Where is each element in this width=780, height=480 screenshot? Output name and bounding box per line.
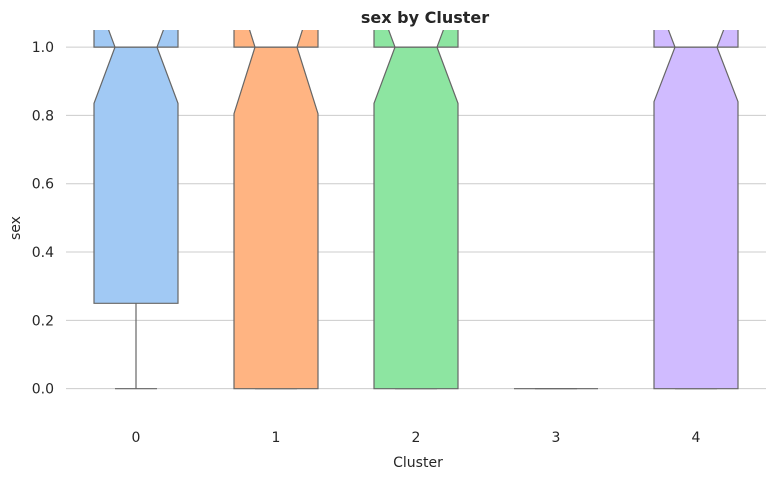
x-axis-ticks: 0 1 2 3 4 bbox=[132, 430, 701, 446]
y-tick-label: 1.0 bbox=[32, 40, 54, 56]
chart-title: sex by Cluster bbox=[361, 8, 489, 27]
box-cluster-2 bbox=[373, 30, 459, 390]
box-body bbox=[653, 30, 739, 390]
y-tick-label: 0.6 bbox=[32, 177, 54, 193]
box-cluster-4 bbox=[653, 30, 739, 390]
y-axis-label: sex bbox=[8, 216, 24, 240]
box-body bbox=[373, 30, 459, 390]
x-tick-label: 1 bbox=[272, 430, 281, 446]
x-axis-label: Cluster bbox=[393, 455, 443, 471]
box-cluster-1 bbox=[233, 30, 319, 390]
x-tick-label: 0 bbox=[132, 430, 141, 446]
y-axis-ticks: 0.0 0.2 0.4 0.6 0.8 1.0 bbox=[32, 40, 54, 398]
y-tick-label: 0.8 bbox=[32, 108, 54, 124]
y-tick-label: 0.0 bbox=[32, 382, 54, 398]
x-tick-label: 3 bbox=[552, 430, 561, 446]
x-tick-label: 2 bbox=[412, 430, 421, 446]
x-tick-label: 4 bbox=[692, 430, 701, 446]
box-body bbox=[233, 30, 319, 390]
box-cluster-0 bbox=[93, 30, 179, 390]
y-tick-label: 0.4 bbox=[32, 245, 54, 261]
y-tick-label: 0.2 bbox=[32, 313, 54, 329]
box-series bbox=[93, 30, 739, 390]
box-body bbox=[93, 30, 179, 304]
